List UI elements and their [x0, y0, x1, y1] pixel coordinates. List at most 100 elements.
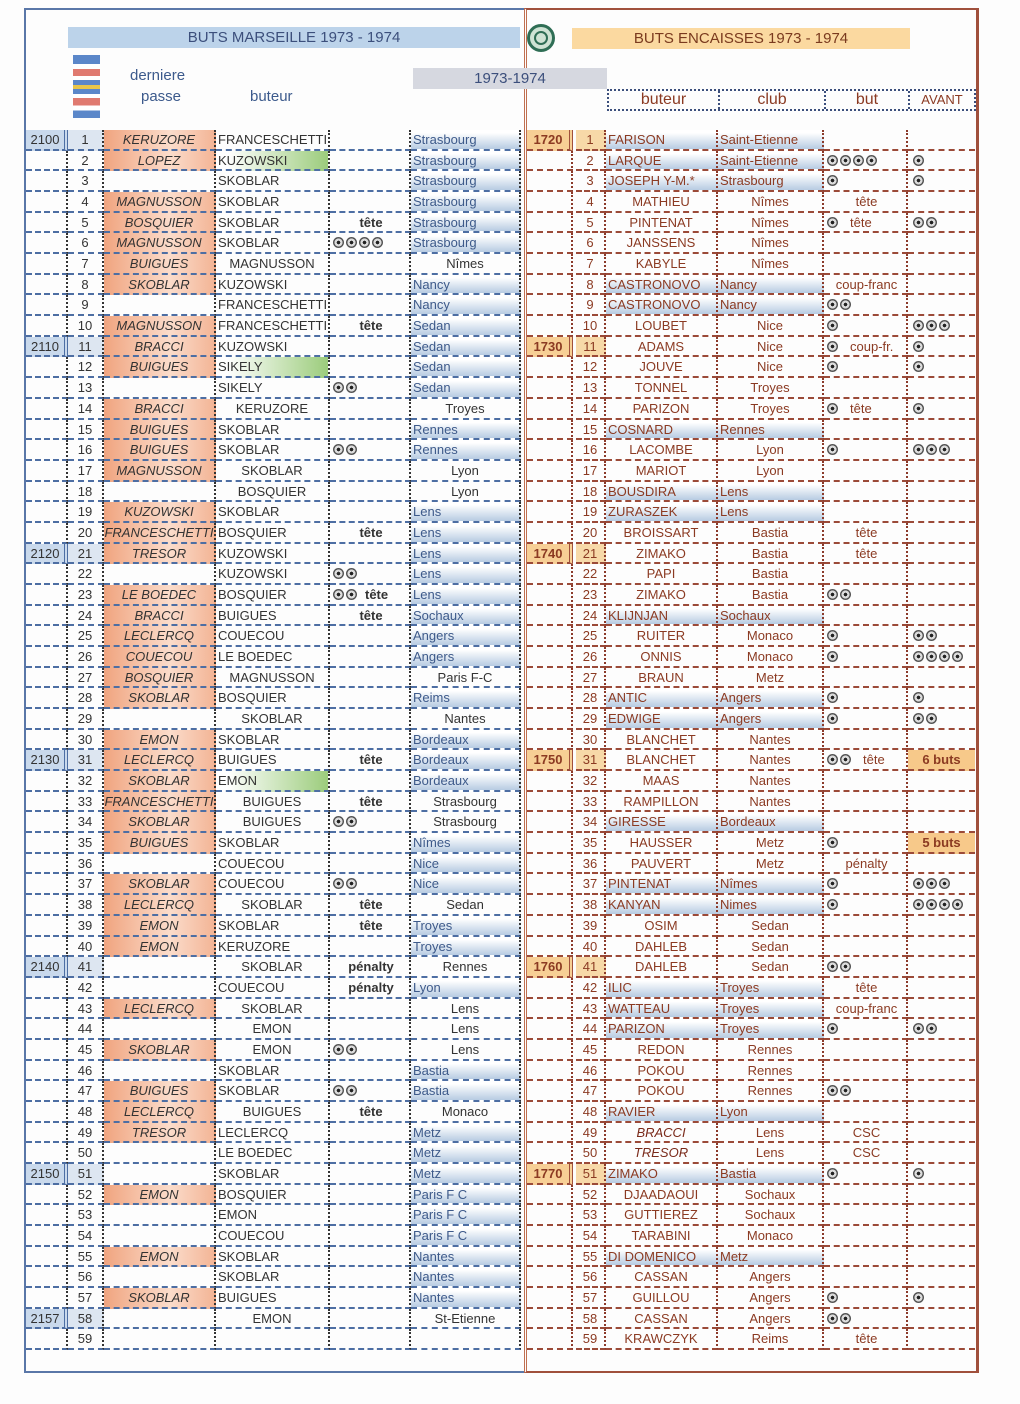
scorer-club: Reims: [718, 1329, 824, 1351]
marseille-goal-row: 12 BUIGUES SIKELY Sedan: [26, 357, 522, 379]
marseille-goal-row: 10 MAGNUSSON FRANCESCHETTI tête Sedan: [26, 316, 522, 337]
scorer-player: EMON: [216, 1205, 330, 1227]
soccer-ball-icon: [827, 713, 838, 725]
goal-number: 36: [68, 853, 104, 875]
avant-cell: 5 buts: [908, 833, 975, 854]
scorer-club: Nîmes: [718, 233, 824, 255]
scorer-player: CASTRONOVO: [606, 274, 718, 296]
goal-number: 6: [68, 233, 104, 255]
goal-detail: [824, 833, 908, 854]
cumulative-total: [26, 1143, 68, 1164]
conceded-goal-row: 29 EDWIGE Angers: [527, 709, 976, 730]
cumulative-total: [26, 440, 68, 461]
goal-number: 13: [68, 378, 104, 399]
goal-detail: [824, 130, 908, 151]
goal-detail: [330, 357, 411, 379]
cumulative-total: [26, 295, 68, 317]
scorer-player: PAPI: [606, 564, 718, 585]
goal-number: 32: [576, 771, 606, 792]
cumulative-total: [26, 729, 68, 751]
opponent-club: Lens: [411, 502, 521, 523]
assist-player: SKOBLAR: [104, 874, 216, 896]
scorer-club: Nice: [718, 316, 824, 337]
cumulative-total: [26, 1039, 68, 1061]
goal-detail: [824, 378, 908, 399]
avant-cell: [908, 937, 975, 958]
assist-player: [104, 1164, 216, 1185]
scorer-club: Rennes: [718, 1039, 824, 1061]
cumulative-total: [26, 481, 68, 503]
scorer-club: Lens: [718, 1143, 824, 1164]
goal-type: pénalty: [348, 979, 394, 995]
avant-cell: [908, 1185, 975, 1206]
cumulative-total: [26, 564, 68, 585]
soccer-ball-icon: [913, 899, 924, 911]
goal-number: 22: [68, 564, 104, 585]
conceded-goal-row: 56 CASSAN Angers: [527, 1267, 976, 1289]
cumulative-total: [527, 1101, 573, 1123]
soccer-ball-icon: [913, 154, 924, 166]
scorer-club: Nimes: [718, 895, 824, 916]
conceded-goal-row: 2 LARQUE Saint-Etienne: [527, 150, 976, 172]
scorer-club: Nîmes: [718, 874, 824, 896]
opponent-club: Troyes: [411, 398, 521, 420]
goal-number: 18: [576, 481, 606, 503]
goal-number: 55: [576, 1246, 606, 1268]
cumulative-total: 1760: [527, 957, 573, 978]
scorer-player: EMON: [216, 1039, 330, 1061]
goal-number: 38: [68, 895, 104, 916]
goal-number: 58: [68, 1308, 104, 1330]
assist-player: SKOBLAR: [104, 771, 216, 792]
scorer-player: BUIGUES: [216, 812, 330, 834]
assist-player: LECLERCQ: [104, 1101, 216, 1123]
conceded-goal-row: 1720 1 FARISON Saint-Etienne: [527, 130, 976, 151]
opponent-club: Nantes: [411, 709, 521, 730]
marseille-goal-row: 53 EMON Paris F C: [26, 1205, 522, 1227]
goal-detail: [824, 874, 908, 896]
marseille-goal-row: 17 MAGNUSSON SKOBLAR Lyon: [26, 460, 522, 482]
goal-number: 12: [576, 357, 606, 379]
avant-cell: [908, 709, 975, 730]
scorer-player: REDON: [606, 1039, 718, 1061]
cumulative-total: [26, 915, 68, 937]
cumulative-total: [527, 626, 573, 647]
goal-detail: [330, 1205, 411, 1227]
soccer-ball-icon: [346, 878, 357, 890]
goal-detail: [330, 192, 411, 213]
goal-number: 6: [576, 233, 606, 255]
soccer-ball-icon: [913, 1292, 924, 1304]
goal-type: tête: [359, 214, 383, 230]
soccer-ball-icon: [913, 1023, 924, 1035]
opponent-club: Strasbourg: [411, 812, 521, 834]
scorer-club: Sedan: [718, 936, 824, 958]
assist-player: [104, 564, 216, 585]
goal-detail: coup-franc: [824, 998, 908, 1020]
cumulative-total: [26, 626, 68, 647]
soccer-ball-icon: [827, 154, 838, 166]
conceded-goal-row: 43 WATTEAU Troyes coup-franc: [527, 998, 976, 1020]
cumulative-total: [527, 440, 573, 461]
soccer-ball-icon: [827, 837, 838, 849]
marseille-goal-row: 40 EMON KERUZORE Troyes: [26, 936, 522, 958]
scorer-player: KRAWCZYK: [606, 1329, 718, 1351]
scorer-player: BUIGUES: [216, 1101, 330, 1123]
goal-number: 33: [68, 791, 104, 813]
opponent-club: Sedan: [411, 378, 521, 399]
avant-cell: [908, 668, 975, 689]
goal-number: 20: [68, 522, 104, 544]
assist-player: SKOBLAR: [104, 688, 216, 710]
goal-number: 31: [68, 750, 104, 772]
goal-detail: [330, 378, 411, 399]
goal-number: 41: [68, 957, 104, 978]
soccer-ball-icon: [333, 237, 344, 249]
cumulative-total: [26, 233, 68, 255]
goal-detail: [824, 254, 908, 275]
conceded-goal-row: 14 PARIZON Troyes tête: [527, 398, 976, 420]
scorer-club: Metz: [718, 833, 824, 854]
scorer-player: KUZOWSKI: [216, 543, 330, 565]
goal-detail: [330, 1246, 411, 1268]
scorer-club: Angers: [718, 1308, 824, 1330]
cumulative-total: [26, 171, 68, 193]
goal-number: 16: [68, 440, 104, 461]
scorer-club: Metz: [718, 667, 824, 689]
